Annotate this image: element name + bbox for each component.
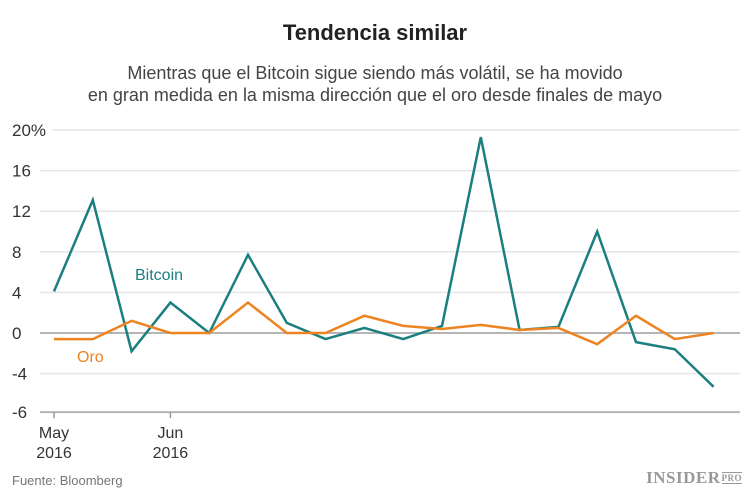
y-tick-label: 4	[12, 283, 21, 302]
insider-pro-logo: INSIDERPRO	[646, 468, 742, 488]
source-note: Fuente: Bloomberg	[12, 473, 123, 488]
y-tick-label: 12	[12, 202, 31, 221]
x-tick-label: Jun	[158, 425, 184, 442]
series-label: Oro	[77, 349, 104, 366]
x-tick-label: 2016	[153, 445, 189, 462]
y-tick-label: -4	[12, 365, 27, 384]
x-tick-label: 2016	[36, 445, 72, 462]
line-chart: 20% 16 12 8 4 0 -4 -6 May 2016 Jun 2016 Bitcoin Oro	[0, 0, 750, 494]
y-tick-label: -6	[12, 403, 27, 422]
y-tick-label: 16	[12, 162, 31, 181]
y-tick-label: 20%	[12, 121, 46, 140]
x-tick-label: May	[39, 425, 69, 442]
series-line-bitcoin	[54, 137, 714, 387]
series-label: Bitcoin	[135, 267, 183, 284]
y-tick-label: 8	[12, 243, 21, 262]
y-tick-label: 0	[12, 324, 21, 343]
